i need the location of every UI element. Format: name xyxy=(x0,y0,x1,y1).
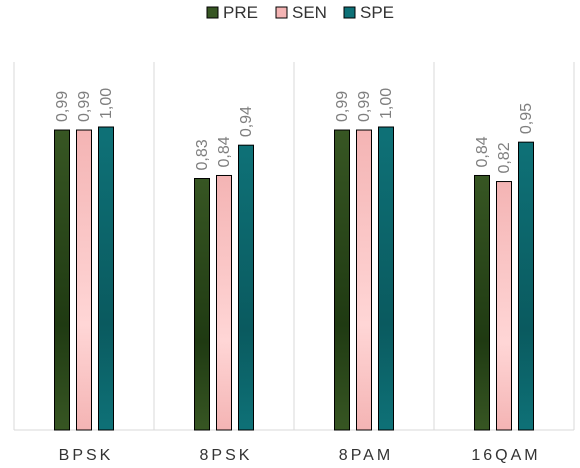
bar-sen-8pam xyxy=(356,129,372,431)
data-label-pre-16qam: 0,84 xyxy=(474,136,491,167)
data-label-spe-16qam: 0,95 xyxy=(518,103,535,134)
bar-pre-8psk xyxy=(194,178,210,431)
category-label-8psk: 8PSK xyxy=(200,447,253,464)
legend-swatch-pre xyxy=(206,6,219,19)
bar-spe-16qam xyxy=(518,141,534,431)
data-label-sen-bpsk: 0,99 xyxy=(76,91,93,122)
bar-pre-16qam xyxy=(474,174,490,431)
legend: PRE SEN SPE xyxy=(206,3,394,22)
data-label-sen-8pam: 0,99 xyxy=(356,91,373,122)
category-label-bpsk: BPSK xyxy=(59,447,114,464)
legend-label-spe: SPE xyxy=(360,3,394,22)
data-label-pre-bpsk: 0,99 xyxy=(54,91,71,122)
category-label-16qam: 16QAM xyxy=(471,447,540,464)
bar-sen-8psk xyxy=(216,174,232,431)
bar-spe-bpsk xyxy=(98,126,114,431)
legend-label-pre: PRE xyxy=(223,3,258,22)
legend-label-sen: SEN xyxy=(292,3,327,22)
data-labels: 0,99 0,99 1,00 0,83 0,84 0,94 0,99 0,99 1,00 0,84… xyxy=(54,88,535,174)
category-label-8pam: 8PAM xyxy=(339,447,393,464)
legend-swatch-spe xyxy=(343,6,356,19)
data-label-spe-8psk: 0,94 xyxy=(238,106,255,137)
category-labels: BPSK 8PSK 8PAM 16QAM xyxy=(59,447,540,464)
bar-pre-bpsk xyxy=(54,129,70,431)
data-label-spe-8pam: 1,00 xyxy=(378,88,395,119)
bar-spe-8pam xyxy=(378,126,394,431)
bar-pre-8pam xyxy=(334,129,350,431)
data-label-pre-8psk: 0,83 xyxy=(194,139,211,170)
data-label-spe-bpsk: 1,00 xyxy=(98,88,115,119)
data-label-sen-16qam: 0,82 xyxy=(496,142,513,173)
data-label-pre-8pam: 0,99 xyxy=(334,91,351,122)
bar-sen-16qam xyxy=(496,181,512,431)
legend-swatch-sen xyxy=(275,6,288,19)
bar-sen-bpsk xyxy=(76,129,92,431)
bars xyxy=(54,126,534,431)
bar-spe-8psk xyxy=(238,144,254,431)
data-label-sen-8psk: 0,84 xyxy=(216,136,233,167)
